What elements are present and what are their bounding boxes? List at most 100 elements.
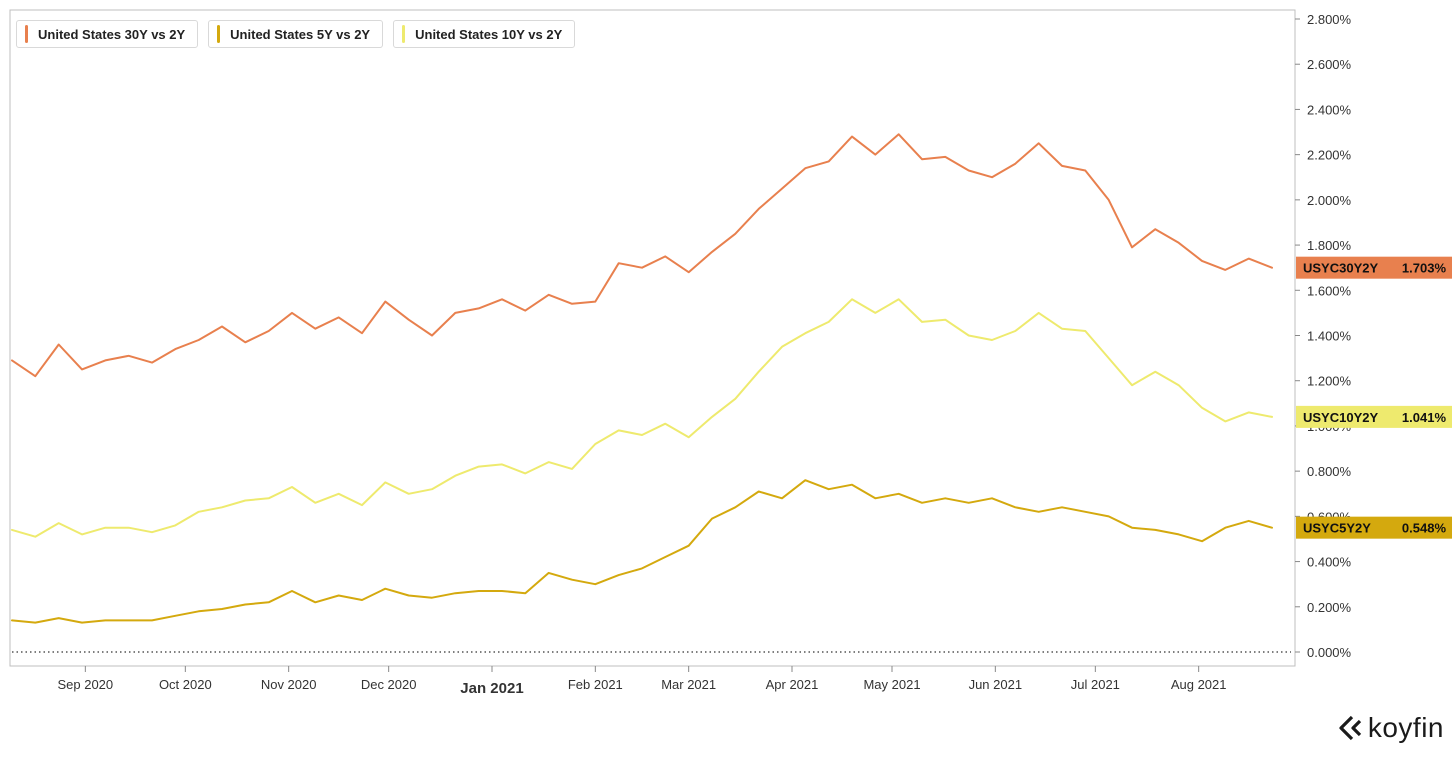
data-point-usyc30y2y [1014, 163, 1016, 165]
data-point-usyc5y2y [618, 574, 620, 576]
data-point-usyc10y2y [104, 527, 106, 529]
data-point-usyc5y2y [1131, 527, 1133, 529]
y-tick-label: 0.200% [1307, 600, 1352, 615]
data-point-usyc30y2y [151, 362, 153, 364]
data-point-usyc10y2y [944, 319, 946, 321]
x-tick-label: Sep 2020 [57, 677, 113, 692]
data-point-usyc5y2y [921, 502, 923, 504]
legend-swatch-10y [402, 25, 406, 43]
data-point-usyc10y2y [221, 506, 223, 508]
data-point-usyc10y2y [688, 436, 690, 438]
data-point-usyc10y2y [734, 398, 736, 400]
series-usyc5y2y [11, 479, 1273, 624]
data-point-usyc5y2y [11, 619, 13, 622]
data-point-usyc5y2y [594, 583, 596, 585]
data-point-usyc30y2y [198, 339, 200, 341]
data-point-usyc5y2y [524, 592, 526, 594]
data-point-usyc30y2y [874, 154, 876, 156]
data-point-usyc30y2y [58, 343, 60, 346]
data-point-usyc10y2y [11, 529, 13, 531]
series-line-usyc10y2y[interactable] [11, 298, 1273, 538]
x-tick-label: Jul 2021 [1071, 677, 1120, 692]
legend-item-30y[interactable]: United States 30Y vs 2Y [16, 20, 199, 48]
data-point-usyc10y2y [408, 493, 410, 495]
data-point-usyc5y2y [968, 502, 970, 504]
data-point-usyc30y2y [431, 334, 433, 337]
data-point-usyc30y2y [221, 325, 223, 328]
badge-bg [1296, 405, 1452, 428]
data-point-usyc10y2y [758, 371, 760, 373]
data-point-usyc30y2y [571, 303, 573, 305]
data-point-usyc30y2y [104, 359, 106, 361]
badge-code: USYC30Y2Y [1303, 261, 1378, 276]
legend-item-10y[interactable]: United States 10Y vs 2Y [393, 20, 576, 48]
koyfin-logo-text: koyfin [1367, 712, 1444, 743]
data-point-usyc5y2y [641, 567, 643, 570]
data-point-usyc30y2y [1271, 267, 1273, 269]
data-point-usyc5y2y [828, 488, 830, 490]
data-point-usyc30y2y [898, 133, 900, 135]
data-point-usyc30y2y [804, 167, 806, 169]
data-point-usyc5y2y [991, 497, 993, 499]
data-point-usyc5y2y [944, 497, 946, 499]
badge-code: USYC10Y2Y [1303, 410, 1378, 425]
last-value-badge-usyc5y2y: USYC5Y2Y 0.548% [1296, 516, 1452, 539]
series-usyc30y2y [11, 133, 1273, 378]
series-line-usyc5y2y[interactable] [11, 479, 1273, 624]
data-point-usyc5y2y [338, 594, 340, 597]
data-point-usyc5y2y [151, 619, 153, 622]
y-tick-label: 2.600% [1307, 57, 1352, 72]
data-point-usyc5y2y [898, 493, 900, 495]
data-point-usyc10y2y [618, 429, 620, 431]
data-point-usyc10y2y [268, 497, 270, 499]
data-point-usyc5y2y [1084, 511, 1086, 513]
data-point-usyc30y2y [128, 355, 130, 357]
data-point-usyc30y2y [454, 312, 456, 314]
data-point-usyc30y2y [664, 255, 666, 257]
data-point-usyc5y2y [874, 497, 876, 499]
data-point-usyc30y2y [384, 301, 386, 303]
data-point-usyc5y2y [758, 490, 760, 493]
data-point-usyc5y2y [198, 610, 200, 612]
data-point-usyc5y2y [1108, 515, 1110, 518]
y-tick-label: 0.000% [1307, 645, 1352, 660]
data-point-usyc30y2y [291, 312, 293, 314]
data-point-usyc5y2y [664, 556, 666, 558]
data-point-usyc5y2y [408, 594, 410, 597]
data-point-usyc5y2y [221, 608, 223, 610]
data-point-usyc5y2y [804, 479, 806, 481]
data-point-usyc30y2y [828, 160, 830, 162]
data-point-usyc5y2y [688, 545, 690, 547]
data-point-usyc30y2y [1061, 165, 1063, 167]
data-point-usyc5y2y [384, 588, 386, 590]
data-point-usyc30y2y [1201, 260, 1203, 262]
series-line-usyc30y2y[interactable] [11, 133, 1273, 378]
data-point-usyc30y2y [34, 375, 36, 377]
data-point-usyc10y2y [128, 527, 130, 529]
legend-label-30y: United States 30Y vs 2Y [38, 26, 186, 42]
data-point-usyc30y2y [408, 319, 410, 321]
data-point-usyc10y2y [571, 468, 573, 470]
data-point-usyc30y2y [851, 136, 853, 138]
plot-frame [9, 9, 1296, 667]
data-point-usyc5y2y [81, 622, 83, 624]
data-point-usyc5y2y [1248, 520, 1250, 522]
x-tick-label: Feb 2021 [568, 677, 623, 692]
data-point-usyc10y2y [1224, 420, 1226, 422]
data-point-usyc5y2y [244, 603, 246, 606]
data-point-usyc10y2y [991, 339, 993, 341]
y-tick-label: 2.400% [1307, 102, 1352, 117]
legend-item-5y[interactable]: United States 5Y vs 2Y [208, 20, 384, 48]
data-point-usyc5y2y [1271, 527, 1273, 529]
x-tick-label: Mar 2021 [661, 677, 716, 692]
data-point-usyc10y2y [1061, 328, 1063, 330]
data-point-usyc30y2y [548, 294, 550, 296]
data-point-usyc5y2y [268, 601, 270, 603]
data-point-usyc10y2y [174, 524, 176, 527]
legend-swatch-5y [217, 25, 221, 43]
data-point-usyc30y2y [11, 359, 13, 361]
data-point-usyc5y2y [501, 590, 503, 592]
data-point-usyc10y2y [594, 443, 596, 445]
data-point-usyc10y2y [1154, 371, 1156, 373]
